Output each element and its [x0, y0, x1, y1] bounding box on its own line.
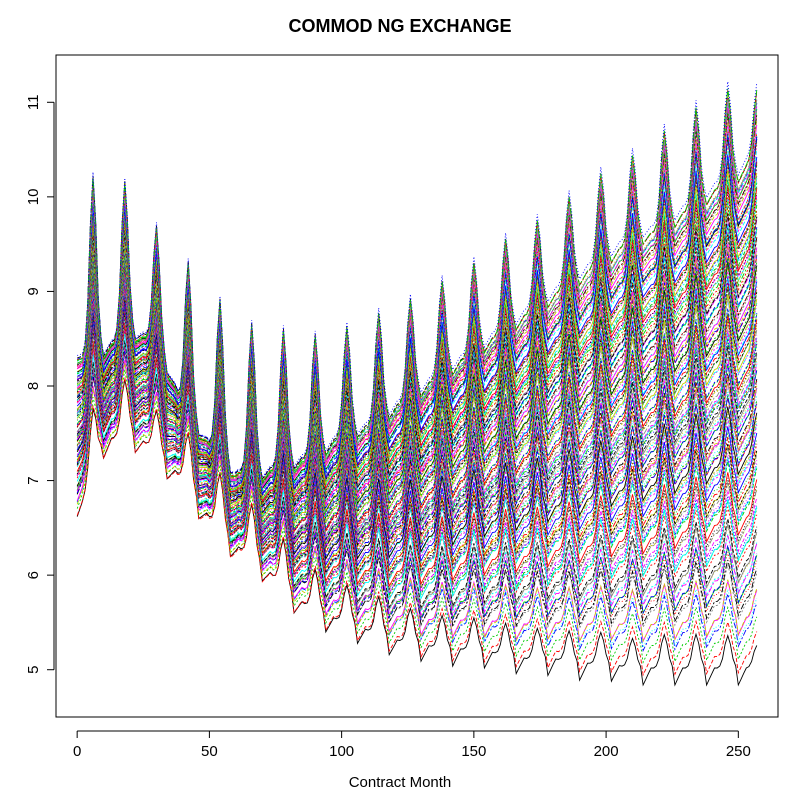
y-tick-label: 9 — [25, 287, 42, 295]
forward-curve — [76, 243, 758, 517]
x-axis: 0 50 100 150 200 250 — [73, 730, 751, 760]
forward-curve — [76, 201, 758, 502]
curve-layer — [76, 81, 758, 687]
plot-frame — [55, 54, 779, 718]
forward-curve — [76, 301, 758, 565]
forward-curve — [76, 377, 758, 677]
x-tick-label: 200 — [594, 743, 619, 760]
forward-curve — [76, 362, 758, 643]
forward-curve — [76, 276, 758, 542]
y-tick-label: 7 — [25, 476, 42, 484]
x-tick-label: 250 — [726, 743, 751, 760]
forward-curve — [76, 369, 758, 664]
forward-curve — [76, 206, 758, 503]
x-axis-label: Contract Month — [348, 774, 452, 791]
forward-curve — [76, 282, 758, 547]
y-tick-label: 5 — [25, 666, 42, 674]
forward-curve — [76, 342, 758, 612]
forward-curve — [76, 233, 758, 510]
forward-curve — [76, 266, 758, 534]
forward-curve — [76, 379, 758, 687]
forward-curve — [76, 213, 758, 508]
x-tick-label: 0 — [73, 743, 81, 760]
forward-curve — [76, 340, 758, 609]
forward-curve — [76, 302, 758, 564]
forward-curve — [76, 210, 758, 500]
forward-curve — [76, 316, 758, 581]
forward-curve — [76, 334, 758, 601]
y-axis: 5 6 7 8 9 10 11 — [25, 94, 55, 674]
forward-curve — [76, 307, 758, 570]
x-tick-label: 50 — [201, 743, 218, 760]
forward-curve — [76, 225, 758, 510]
forward-curve — [77, 81, 758, 479]
forward-curve — [76, 134, 758, 495]
forward-curve — [76, 349, 758, 622]
forward-curve — [77, 88, 758, 484]
x-tick-label: 150 — [461, 743, 486, 760]
y-tick-label: 6 — [25, 571, 42, 579]
forward-curve — [76, 263, 758, 532]
y-tick-label: 10 — [25, 189, 42, 206]
chart-title: COMMOD NG EXCHANGE — [288, 16, 512, 36]
forward-curve — [76, 315, 758, 579]
y-tick-label: 11 — [25, 94, 42, 110]
x-tick-label: 100 — [329, 743, 354, 760]
forward-curve — [76, 166, 758, 493]
forward-curve — [76, 328, 758, 595]
y-tick-label: 8 — [25, 382, 42, 390]
